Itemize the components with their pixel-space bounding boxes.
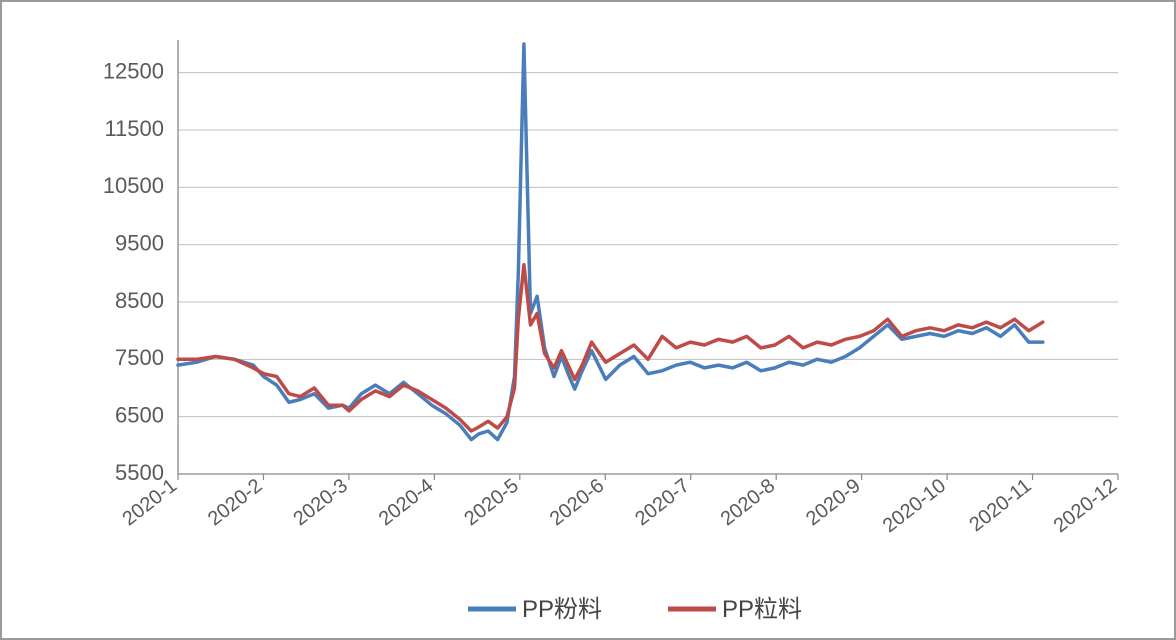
legend-label: PP粉料 — [522, 596, 602, 623]
y-tick-label: 7500 — [115, 345, 164, 370]
x-tick-label: 2020-12 — [1050, 475, 1121, 538]
line-chart: 5500 6500 7500 8500 9500 10500 11500 12500 2020-… — [18, 14, 1158, 624]
x-tick-label: 2020-4 — [375, 475, 438, 531]
chart-container: 5500 6500 7500 8500 9500 10500 11500 12500 2020-… — [0, 0, 1176, 640]
x-tick-label: 2020-5 — [460, 475, 523, 531]
legend-label: PP粒料 — [722, 596, 802, 623]
series-line — [178, 265, 1043, 431]
x-tick-label: 2020-8 — [717, 475, 780, 531]
x-tick-label: 2020-10 — [879, 475, 950, 538]
series-line — [178, 44, 1043, 440]
x-tick-label: 2020-6 — [546, 475, 609, 531]
x-tick-label: 2020-7 — [631, 475, 694, 531]
y-tick-label: 8500 — [115, 288, 164, 313]
y-tick-label: 10500 — [103, 173, 164, 198]
y-tick-label: 11500 — [104, 116, 164, 141]
y-tick-label: 5500 — [115, 460, 164, 485]
x-tick-label: 2020-11 — [965, 475, 1035, 537]
chart-svg-wrap: 5500 6500 7500 8500 9500 10500 11500 12500 2020-… — [18, 14, 1158, 630]
y-tick-label: 12500 — [103, 58, 164, 83]
x-tick-label: 2020-3 — [289, 475, 352, 531]
x-tick-label: 2020-2 — [204, 475, 267, 531]
x-tick-label: 2020-9 — [802, 475, 865, 531]
y-tick-label: 6500 — [115, 402, 164, 427]
y-tick-label: 9500 — [115, 230, 164, 255]
